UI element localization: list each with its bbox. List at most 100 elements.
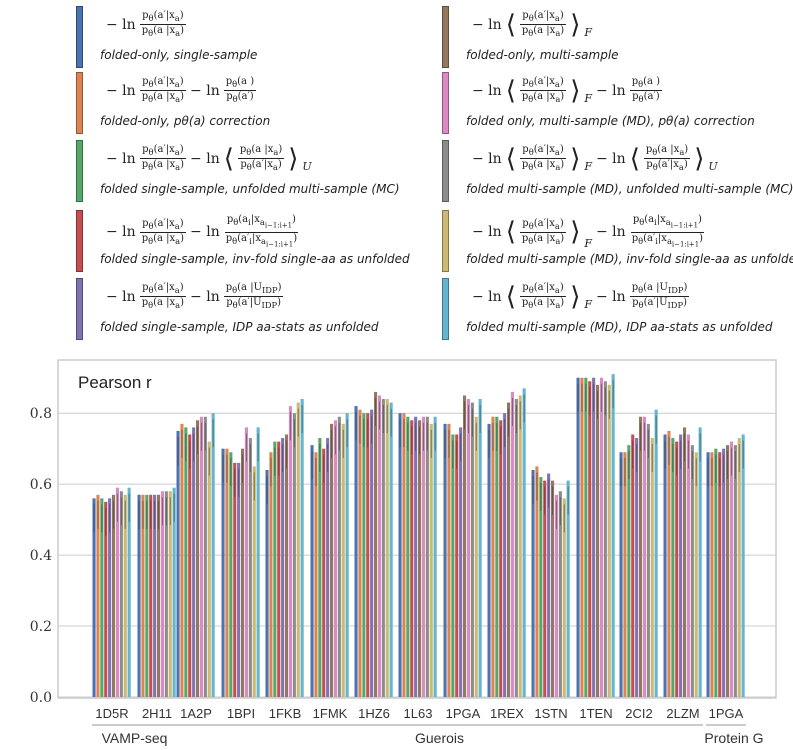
bar bbox=[188, 434, 192, 697]
bar bbox=[603, 381, 607, 697]
bar bbox=[639, 416, 643, 697]
group-label: VAMP-seq bbox=[102, 730, 168, 746]
bars bbox=[92, 374, 745, 697]
bar bbox=[722, 448, 726, 697]
legend-desc-4: folded single-sample, inv-fold single-aa… bbox=[100, 252, 410, 266]
bar bbox=[447, 423, 451, 697]
bar bbox=[233, 462, 237, 697]
group-labels: VAMP-seq Guerois Protein G bbox=[92, 724, 764, 746]
bar bbox=[310, 445, 314, 697]
bar bbox=[237, 462, 241, 697]
bar bbox=[333, 420, 337, 697]
bar bbox=[337, 416, 341, 697]
y-tick-label: 0.6 bbox=[30, 477, 52, 493]
bar bbox=[459, 427, 463, 697]
legend-formula-1: − ln pθ(a′|xa) pθ(a |xa) bbox=[106, 10, 186, 38]
x-tick-label: 1FKB bbox=[269, 706, 302, 721]
bar bbox=[566, 480, 570, 697]
bar bbox=[207, 441, 211, 697]
legend-desc-7: folded only, multi-sample (MD), pθ(a) co… bbox=[466, 114, 755, 128]
bar bbox=[510, 391, 514, 697]
bar bbox=[562, 498, 566, 697]
legend-item-5: − ln pθ(a′|xa) pθ(a |xa) − ln pθ(a |UIDP)… bbox=[76, 278, 446, 344]
bar bbox=[466, 399, 470, 697]
legend-swatch-10 bbox=[442, 278, 449, 340]
bar bbox=[631, 434, 635, 697]
bar bbox=[654, 409, 658, 697]
bar bbox=[706, 452, 710, 697]
x-tick-label: 1L63 bbox=[404, 706, 433, 721]
bar bbox=[507, 402, 511, 697]
bar bbox=[252, 466, 256, 697]
bar bbox=[104, 501, 108, 697]
x-tick-label: 1A2P bbox=[180, 706, 212, 721]
bar bbox=[543, 480, 547, 697]
bar bbox=[522, 388, 526, 697]
x-tick-label: 1STN bbox=[534, 706, 567, 721]
bar bbox=[225, 448, 229, 697]
legend-desc-8: folded multi-sample (MD), unfolded multi… bbox=[466, 182, 793, 196]
group-label: Guerois bbox=[415, 730, 464, 746]
bar bbox=[292, 413, 296, 697]
legend-swatch-6 bbox=[442, 6, 449, 68]
bar bbox=[425, 416, 429, 697]
bar bbox=[92, 498, 96, 697]
bar bbox=[551, 480, 555, 697]
x-tick-labels: 1D5R 2H11 1A2P 1BPI 1FKB 1FMK 1HZ6 1L63 1PGA 1REX… bbox=[95, 706, 743, 721]
x-tick-label: 1PGA bbox=[446, 706, 481, 721]
legend-formula-7: − ln ⟨ pθ(a′|xa) pθ(a |xa) ⟩ F − ln pθ(a ) p… bbox=[472, 75, 663, 106]
legend-desc-6: folded-only, multi-sample bbox=[466, 48, 619, 62]
bar bbox=[463, 395, 467, 697]
bar bbox=[580, 377, 584, 697]
bar bbox=[683, 427, 687, 697]
legend-swatch-9 bbox=[442, 210, 449, 272]
legend-desc-1: folded-only, single-sample bbox=[100, 48, 258, 62]
legend: − ln pθ(a′|xa) pθ(a |xa) folded-only, sin… bbox=[0, 0, 793, 345]
pearson-bar-chart: 0.0 0.2 0.4 0.6 0.8 1D5R 2H11 1A2P 1BPI 1FKB 1FMK… bbox=[30, 359, 777, 746]
bar bbox=[288, 406, 292, 697]
bar bbox=[433, 416, 437, 697]
bar bbox=[635, 438, 639, 697]
legend-item-2: − ln pθ(a′|xa) pθ(a |xa) − ln pθ(a ) pθ(a′… bbox=[76, 72, 446, 138]
legend-formula-5: − ln pθ(a′|xa) pθ(a |xa) − ln pθ(a |UIDP)… bbox=[106, 282, 284, 310]
legend-item-3: − ln pθ(a′|xa) pθ(a |xa) − ln ⟨ pθ(a |xa) p… bbox=[76, 140, 446, 206]
bar bbox=[157, 494, 161, 697]
bar bbox=[741, 434, 745, 697]
bar bbox=[326, 438, 330, 697]
bar bbox=[694, 452, 698, 697]
bar bbox=[281, 438, 285, 697]
bar bbox=[455, 434, 459, 697]
legend-item-6: − ln ⟨ pθ(a′|xa) pθ(a |xa) ⟩ F folded-only,… bbox=[442, 6, 793, 72]
bar bbox=[667, 430, 671, 697]
legend-item-9: − ln ⟨ pθ(a′|xa) pθ(a |xa) ⟩ F − ln pθ(ai|x… bbox=[442, 210, 793, 276]
bar bbox=[491, 416, 495, 697]
bar bbox=[168, 491, 172, 697]
bar bbox=[322, 448, 326, 697]
bar bbox=[588, 381, 592, 697]
bar bbox=[414, 416, 418, 697]
bar bbox=[539, 477, 543, 697]
y-tick-label: 0.4 bbox=[30, 548, 52, 564]
bar bbox=[584, 377, 588, 697]
bar bbox=[599, 377, 603, 697]
x-tick-label: 2LZM bbox=[666, 706, 699, 721]
bar bbox=[300, 399, 304, 697]
bar bbox=[229, 452, 233, 697]
group-label: Protein G bbox=[704, 730, 763, 746]
bar bbox=[374, 391, 378, 697]
bar bbox=[406, 416, 410, 697]
bar bbox=[341, 423, 345, 697]
chart-title: Pearson r bbox=[78, 373, 152, 392]
bar bbox=[402, 413, 406, 697]
bar bbox=[370, 409, 374, 697]
bar bbox=[607, 384, 611, 697]
bar bbox=[499, 420, 503, 697]
x-tick-label: 1HZ6 bbox=[358, 706, 390, 721]
bar bbox=[241, 448, 245, 697]
bar bbox=[358, 409, 362, 697]
bar bbox=[100, 498, 104, 697]
bar bbox=[192, 427, 196, 697]
bar bbox=[123, 494, 127, 697]
bar bbox=[554, 494, 558, 697]
bar bbox=[443, 423, 447, 697]
